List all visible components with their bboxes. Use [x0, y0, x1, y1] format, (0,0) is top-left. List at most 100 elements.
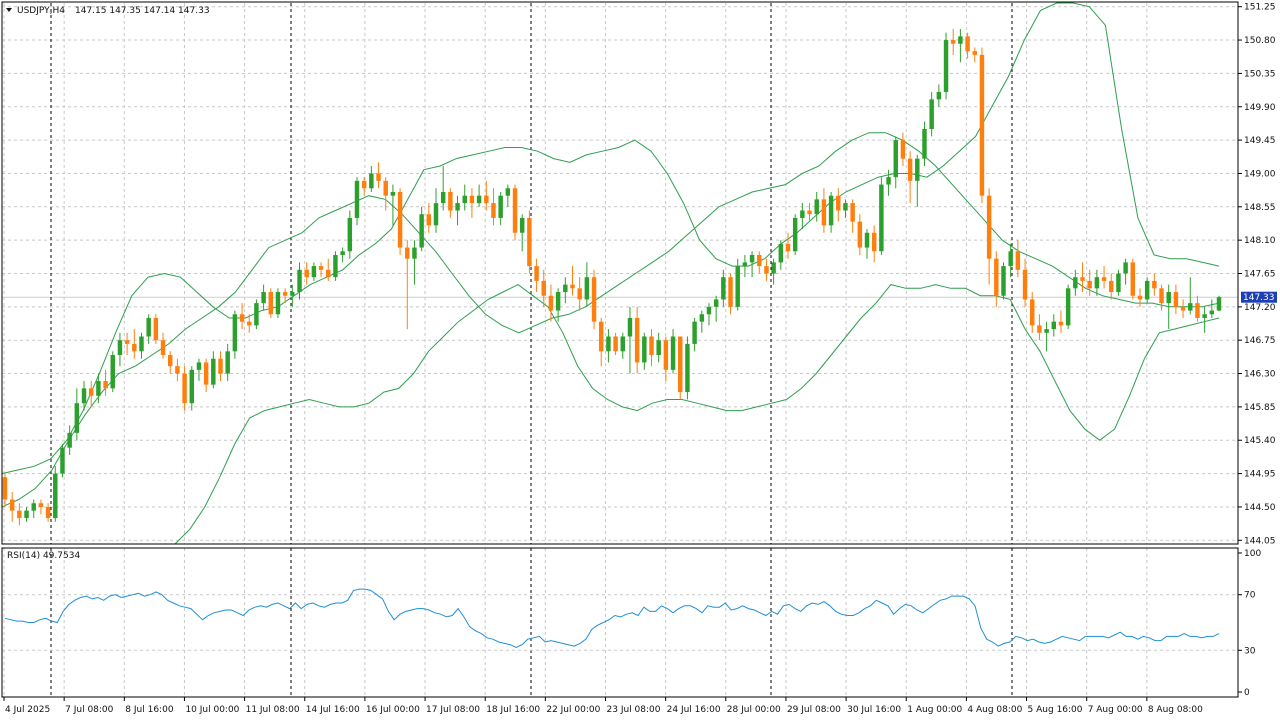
candle-bear [857, 221, 863, 248]
candle-bull [433, 203, 439, 226]
candle-bull [261, 292, 266, 304]
candle-bear [45, 506, 51, 519]
candle-bear [1152, 280, 1157, 289]
candle-bull [958, 36, 963, 44]
candle-bear [1022, 269, 1028, 300]
candle-bull [1094, 277, 1100, 289]
time-tick-label: 11 Jul 08:00 [246, 705, 300, 715]
candle-bull [462, 195, 467, 204]
candle-bear [1030, 299, 1035, 326]
bollinger-bands [1, 2, 1220, 545]
candle-bear [160, 340, 166, 356]
candle-bear [491, 203, 496, 218]
candle-bull [555, 292, 561, 311]
candle-bull [879, 184, 884, 252]
time-tick-label: 7 Jul 08:00 [65, 705, 114, 715]
candle-bull [1116, 273, 1121, 293]
price-tick-label: 151.25 [1244, 3, 1276, 13]
time-tick-label: 5 Aug 16:00 [1028, 705, 1083, 715]
candle-bear [850, 203, 855, 222]
candle-bear [326, 269, 331, 278]
dropdown-triangle-icon[interactable] [6, 8, 12, 12]
candle-bear [757, 254, 762, 267]
last-price-value: 147.33 [1243, 293, 1275, 303]
candle-bull [275, 292, 281, 315]
time-axis: 4 Jul 2025 7 Jul 08:00 8 Jul 16:00 10 Jul 0… [3, 697, 1203, 715]
candle-bear [361, 180, 367, 189]
candle-bull [749, 254, 755, 263]
candle-bull [254, 303, 259, 326]
candle-bull [189, 369, 194, 404]
candle-bull [24, 510, 29, 519]
candle-bull [1202, 314, 1207, 318]
candle-bull [31, 503, 36, 511]
candle-bear [282, 292, 288, 296]
candle-bear [1087, 280, 1092, 289]
price-tick-label: 145.85 [1244, 403, 1276, 413]
candle-bull [828, 195, 834, 226]
time-tick-label: 4 Aug 08:00 [967, 705, 1022, 715]
candle-bear [1015, 251, 1021, 270]
price-tick-label: 144.05 [1244, 536, 1276, 546]
price-tick-label: 149.90 [1244, 103, 1276, 113]
candle-bull [1188, 303, 1193, 311]
candle-bull [53, 473, 58, 519]
candle-bull [922, 128, 927, 159]
candle-bull [347, 217, 353, 252]
time-tick-label: 29 Jul 08:00 [787, 705, 841, 715]
candle-bull [146, 317, 151, 337]
candle-bear [591, 277, 597, 322]
price-tick-label: 146.75 [1244, 336, 1276, 346]
candle-bear [1080, 277, 1085, 281]
candle-bear [1109, 280, 1114, 293]
candle-bear [247, 321, 252, 326]
candle-bear [678, 336, 683, 393]
candle-bull [721, 277, 726, 300]
candle-bear [900, 140, 906, 159]
candle-bull [620, 336, 626, 352]
candle-bear [649, 336, 654, 356]
candle-bull [563, 284, 568, 293]
candle-bear [9, 499, 15, 511]
price-tick-label: 147.65 [1244, 270, 1276, 280]
price-tick-label: 146.30 [1244, 370, 1276, 380]
candle-bull [778, 243, 784, 263]
candle-bull [67, 432, 72, 448]
candle-bear [598, 321, 604, 352]
candle-bear [871, 232, 877, 252]
candle-bull [943, 40, 949, 92]
chart-frames [1, 1, 1239, 698]
candle-bull [196, 362, 202, 370]
candle-bear [484, 195, 489, 204]
candle-bull [706, 306, 712, 315]
candle-bull [843, 203, 848, 211]
candle-bull [1001, 266, 1006, 296]
time-tick-label: 30 Jul 16:00 [847, 705, 901, 715]
candle-bull [814, 199, 819, 215]
candle-bear [397, 191, 403, 248]
candle-bear [1101, 277, 1107, 281]
candle-bear [1058, 321, 1064, 326]
candle-bear [907, 158, 913, 181]
quote-values: 147.15 147.35 147.14 147.33 [75, 6, 210, 16]
candle-bull [1008, 251, 1013, 267]
candle-bear [203, 362, 209, 385]
candle-bear [1130, 262, 1136, 296]
candle-bull [74, 403, 80, 433]
candle-bear [534, 266, 539, 281]
candle-bull [60, 447, 65, 474]
candle-bear [972, 51, 977, 55]
candle-bear [527, 217, 532, 267]
candle-bull [584, 277, 590, 300]
candle-bear [376, 173, 381, 181]
candle-bear [979, 54, 985, 196]
candle-bull [699, 314, 705, 322]
candle-bull [742, 262, 748, 267]
candle-bull [519, 217, 525, 233]
candle-bear [663, 340, 669, 370]
candle-bear [807, 210, 812, 215]
candle-bear [167, 355, 173, 367]
candle-bull [311, 266, 317, 278]
candle-bull [627, 317, 633, 337]
